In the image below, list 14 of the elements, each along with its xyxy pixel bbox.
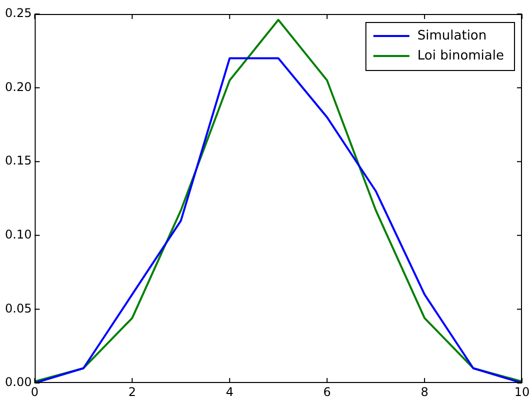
y-tick-label: 0.20 bbox=[5, 80, 32, 94]
x-tick-label: 10 bbox=[514, 385, 529, 400]
x-tick-label: 6 bbox=[323, 385, 331, 400]
y-tick-label: 0.15 bbox=[5, 154, 32, 168]
legend-label: Simulation bbox=[417, 28, 487, 44]
x-tick-label: 0 bbox=[30, 385, 39, 400]
x-tick-label: 8 bbox=[420, 385, 428, 400]
legend-label: Loi binomiale bbox=[417, 48, 504, 64]
x-tick-label: 2 bbox=[128, 385, 136, 400]
y-tick-label: 0.05 bbox=[5, 301, 32, 316]
y-tick-label: 0.25 bbox=[5, 6, 32, 20]
y-tick-label: 0.10 bbox=[5, 228, 32, 242]
x-tick-label: 4 bbox=[226, 385, 234, 400]
y-tick-label: 0.00 bbox=[5, 375, 32, 390]
